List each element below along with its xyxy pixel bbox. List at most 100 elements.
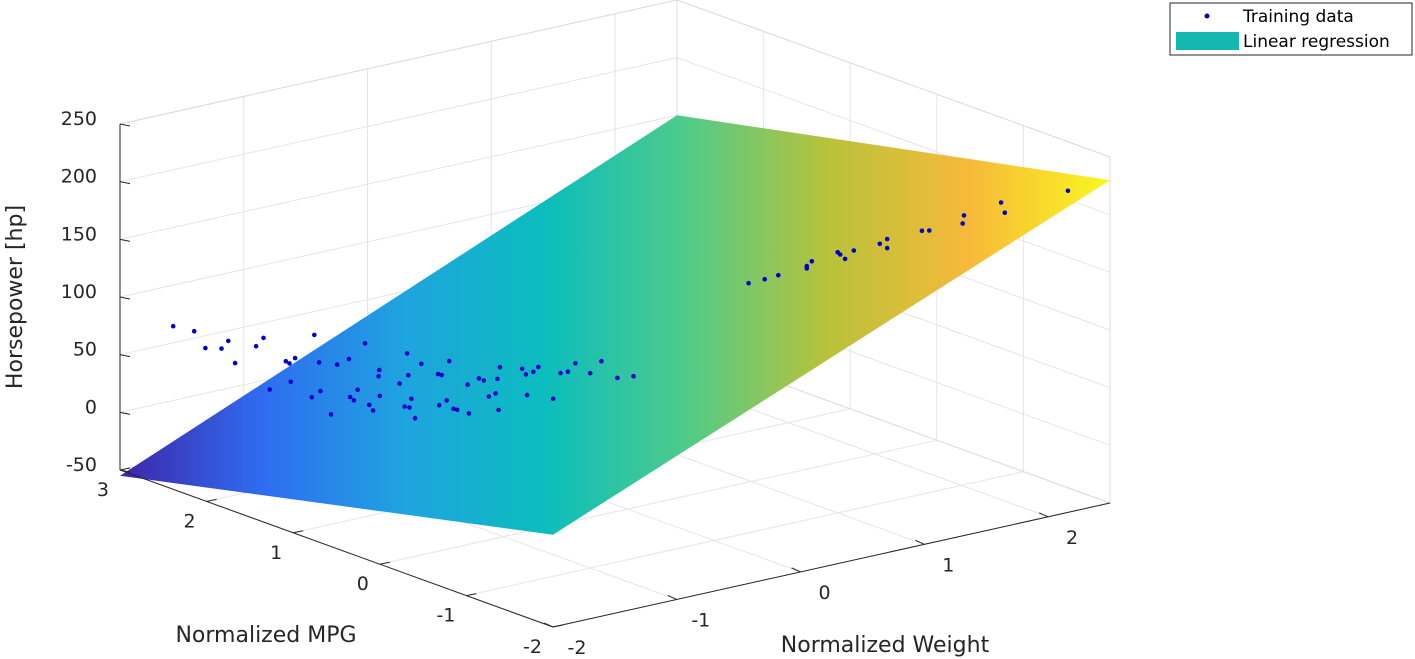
data-point bbox=[476, 376, 482, 381]
y-tick bbox=[466, 593, 477, 597]
data-point bbox=[351, 398, 357, 403]
data-point bbox=[998, 200, 1004, 205]
training-points bbox=[170, 188, 1071, 421]
x-axis-line bbox=[552, 502, 1111, 628]
z-tick-label: 0 bbox=[85, 396, 97, 418]
data-point bbox=[402, 404, 407, 409]
z-tick bbox=[119, 296, 131, 300]
data-point bbox=[362, 341, 368, 346]
grid-line bbox=[119, 114, 678, 240]
y-tick bbox=[552, 624, 564, 628]
data-point bbox=[309, 394, 315, 400]
tick-labels: -2 -1 0 1 2 -2 -1 0 1 2 3-50 0 50 100 150 200 250 bbox=[61, 108, 1078, 659]
z-tick bbox=[119, 354, 131, 358]
data-point bbox=[316, 360, 322, 365]
data-point bbox=[283, 359, 289, 364]
data-point bbox=[519, 366, 525, 372]
y-tick-label: 2 bbox=[184, 510, 196, 532]
data-point bbox=[412, 415, 418, 421]
data-point bbox=[267, 387, 273, 392]
data-point bbox=[355, 387, 360, 393]
data-point bbox=[435, 371, 441, 377]
data-point bbox=[253, 343, 259, 349]
data-point bbox=[409, 396, 414, 402]
data-point bbox=[466, 411, 472, 416]
data-point bbox=[961, 213, 967, 218]
y-tick-label: 3 bbox=[97, 479, 109, 501]
data-point bbox=[615, 375, 620, 381]
legend: Training data Linear regression bbox=[1169, 2, 1413, 56]
data-point bbox=[1065, 188, 1071, 194]
y-axis-line bbox=[119, 469, 554, 628]
x-tick-label: -2 bbox=[568, 637, 587, 659]
x-axis-label: Normalized Weight bbox=[781, 633, 990, 658]
data-point bbox=[407, 405, 412, 410]
z-tick-label: 150 bbox=[61, 223, 97, 245]
data-point bbox=[397, 381, 402, 386]
data-point bbox=[486, 394, 492, 399]
data-point bbox=[170, 323, 176, 329]
data-point bbox=[599, 358, 604, 364]
data-point bbox=[404, 351, 410, 356]
data-point bbox=[495, 376, 500, 382]
data-point bbox=[334, 362, 340, 367]
z-tick bbox=[119, 411, 131, 415]
data-point bbox=[835, 250, 840, 255]
data-point bbox=[851, 248, 857, 253]
data-point bbox=[884, 236, 890, 242]
grid-line bbox=[119, 57, 678, 183]
data-point bbox=[565, 369, 571, 375]
y-tick bbox=[379, 561, 390, 565]
y-tick-label: -2 bbox=[523, 636, 542, 658]
data-point bbox=[842, 256, 848, 262]
grid-line bbox=[466, 471, 1024, 597]
data-point bbox=[318, 388, 323, 394]
data-point bbox=[226, 338, 231, 344]
x-tick bbox=[1038, 512, 1049, 518]
y-tick bbox=[293, 530, 304, 534]
y-tick bbox=[206, 498, 217, 502]
data-point bbox=[287, 361, 292, 366]
data-point bbox=[1002, 210, 1008, 215]
z-tick-label: 200 bbox=[61, 166, 97, 188]
data-point bbox=[370, 408, 376, 413]
y-tick-label: 1 bbox=[270, 542, 282, 564]
z-tick-label: 50 bbox=[73, 339, 97, 361]
y-tick-label: -1 bbox=[436, 605, 455, 627]
data-point bbox=[496, 407, 501, 413]
data-point bbox=[573, 361, 578, 366]
data-point bbox=[804, 266, 810, 271]
y-tick-label: 0 bbox=[357, 573, 369, 595]
y-tick bbox=[119, 467, 131, 471]
x-tick bbox=[915, 539, 925, 545]
data-point bbox=[203, 345, 208, 351]
x-tick bbox=[791, 567, 801, 573]
data-point bbox=[367, 402, 372, 408]
data-point bbox=[746, 280, 751, 286]
data-point bbox=[439, 372, 445, 378]
data-point bbox=[587, 370, 593, 376]
z-tick-label: 250 bbox=[61, 108, 97, 130]
data-point bbox=[497, 365, 503, 370]
legend-label-training-data: Training data bbox=[1242, 7, 1354, 27]
x-tick bbox=[667, 594, 677, 600]
surface-layer bbox=[120, 115, 1110, 535]
data-point bbox=[454, 407, 460, 413]
x-tick-label: 2 bbox=[1066, 527, 1078, 549]
data-point bbox=[523, 372, 529, 377]
data-point bbox=[451, 406, 456, 412]
data-point bbox=[444, 398, 450, 403]
data-point bbox=[191, 328, 197, 334]
data-point bbox=[550, 396, 556, 402]
z-tick bbox=[119, 238, 131, 242]
data-point bbox=[292, 355, 298, 361]
data-point bbox=[809, 259, 815, 264]
z-tick bbox=[119, 181, 131, 185]
data-point bbox=[493, 391, 498, 396]
data-point bbox=[446, 358, 452, 364]
x-tick bbox=[543, 622, 554, 628]
grid-line bbox=[119, 0, 678, 125]
data-point bbox=[219, 346, 224, 351]
grid-line bbox=[676, 0, 1111, 158]
